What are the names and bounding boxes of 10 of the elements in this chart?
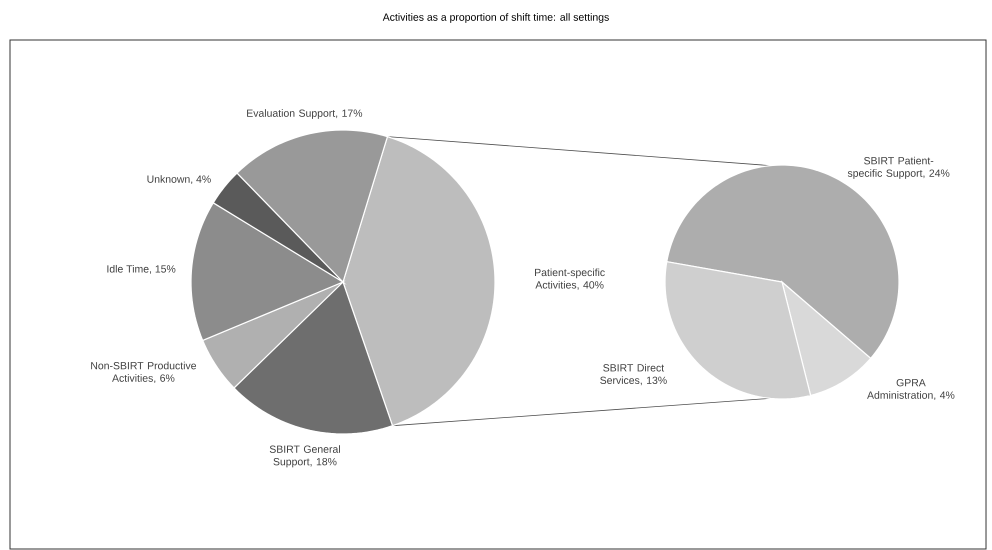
slice-label: SBIRT Direct Services, 13% (600, 364, 667, 386)
slice-label: Patient-specific Activities, 40% (535, 268, 605, 290)
slice-label: Unknown, 4% (147, 175, 211, 184)
slice-label: GPRA Administration, 4% (867, 378, 954, 400)
slice-label: Idle Time, 15% (107, 264, 176, 274)
slice-label: Evaluation Support, 17% (247, 109, 362, 119)
slice-label: SBIRT Patient-specific Support, 24% (848, 156, 950, 179)
chart-title: Activities as a proportion of shift time: all settings (382, 13, 609, 23)
slice-label: SBIRT General Support, 18% (270, 445, 340, 468)
slice-label: Non-SBIRT Productive Activities, 6% (91, 362, 196, 384)
